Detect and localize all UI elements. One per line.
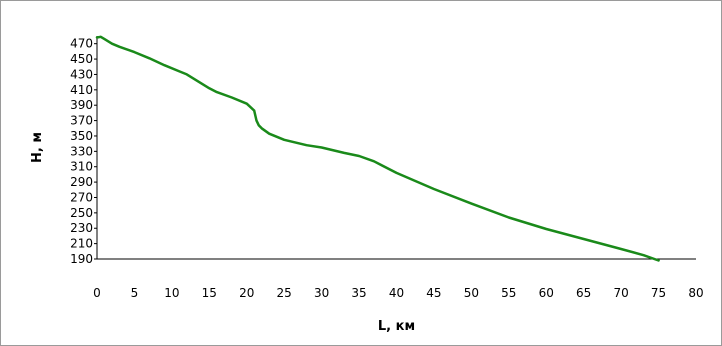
x-tick-label: 50 (464, 286, 479, 300)
x-tick-label: 70 (613, 286, 628, 300)
y-tick-label: 390 (70, 98, 93, 112)
x-axis-label: L, км (378, 319, 415, 334)
y-tick-label: 470 (70, 37, 93, 51)
y-axis-ticks: 1902102302502702903103303503703904104304… (70, 37, 97, 266)
x-tick-label: 55 (501, 286, 516, 300)
y-tick-label: 370 (70, 114, 93, 128)
x-tick-label: 5 (131, 286, 139, 300)
x-tick-label: 35 (351, 286, 366, 300)
x-tick-label: 15 (202, 286, 217, 300)
y-tick-label: 410 (70, 83, 93, 97)
y-tick-label: 310 (70, 160, 93, 174)
x-tick-label: 65 (576, 286, 591, 300)
x-tick-label: 30 (314, 286, 329, 300)
y-tick-label: 230 (70, 221, 93, 235)
y-tick-label: 190 (70, 252, 93, 266)
y-tick-label: 210 (70, 237, 93, 251)
x-axis-ticks: 0 5 10 15 20 25 30 35 40 45 50 55 60 65 70 75 80 (93, 286, 703, 300)
x-tick-label: 80 (688, 286, 703, 300)
x-tick-label: 60 (539, 286, 554, 300)
series-layer (95, 35, 660, 262)
y-tick-label: 330 (70, 144, 93, 158)
x-tick-label: 0 (93, 286, 101, 300)
y-tick-label: 290 (70, 175, 93, 189)
x-tick-label: 75 (651, 286, 666, 300)
y-tick-label: 250 (70, 206, 93, 220)
y-tick-label: 270 (70, 190, 93, 204)
x-tick-label: 20 (239, 286, 254, 300)
y-axis-label: Н, м (30, 132, 45, 163)
x-tick-label: 40 (389, 286, 404, 300)
x-tick-label: 45 (426, 286, 441, 300)
y-tick-label: 350 (70, 129, 93, 143)
series-line (95, 35, 660, 262)
x-tick-label: 25 (277, 286, 292, 300)
y-tick-label: 450 (70, 52, 93, 66)
y-tick-label: 430 (70, 67, 93, 81)
x-tick-label: 10 (164, 286, 179, 300)
